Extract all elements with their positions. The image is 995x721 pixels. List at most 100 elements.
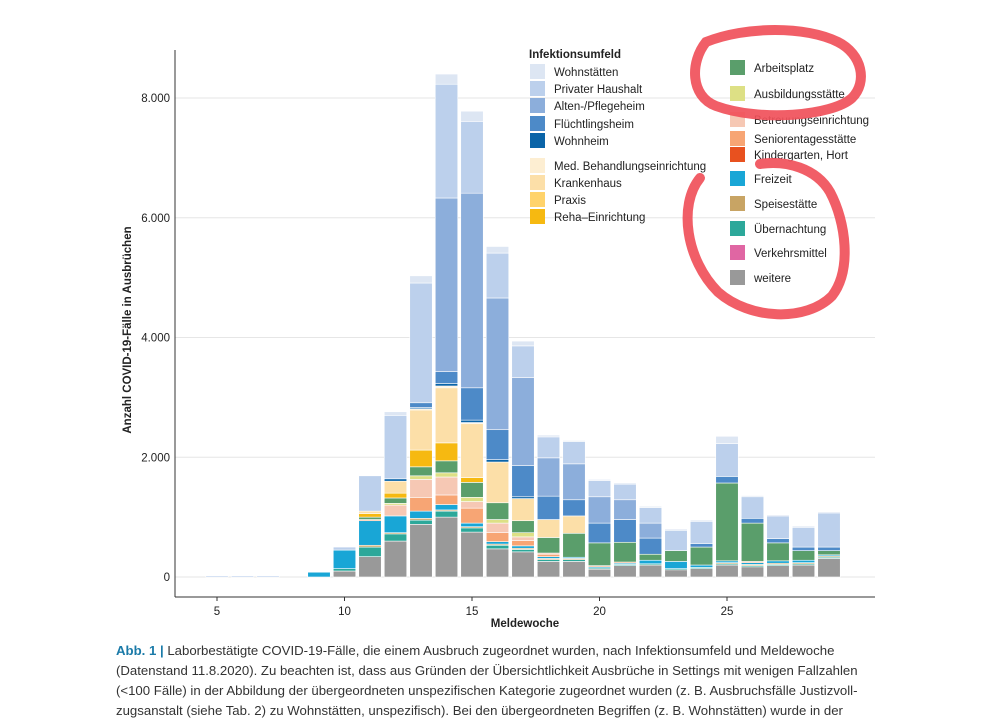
- bar-segment: [511, 551, 535, 578]
- bar-segment: [562, 515, 586, 534]
- bar-segment: [434, 510, 459, 518]
- y-tick-label: 8.000: [141, 93, 170, 105]
- bar-segment: [766, 542, 790, 562]
- bar-segment: [409, 524, 433, 578]
- bar-segment: [434, 472, 459, 478]
- bar-segment: [434, 371, 459, 384]
- bar-segment: [511, 549, 535, 553]
- caption-text: Laborbestätigte COVID-19-Fälle, die eine…: [116, 643, 858, 718]
- legend-swatch: [730, 147, 745, 162]
- legend-swatch: [730, 221, 745, 236]
- bar-segment: [383, 540, 408, 578]
- bar-segment: [434, 504, 459, 511]
- bar-segment: [536, 553, 561, 557]
- bar-segment: [740, 495, 765, 498]
- bar-segment: [409, 510, 433, 519]
- bar-segment: [613, 499, 637, 520]
- bar-segment: [562, 561, 586, 578]
- bar-segment: [332, 546, 357, 551]
- bar-segment: [766, 514, 790, 517]
- legend-swatch: [530, 209, 545, 224]
- bar-segment: [485, 541, 510, 545]
- y-tick-label: 4.000: [141, 333, 170, 345]
- bar-segment: [434, 383, 459, 387]
- bar-segment: [638, 537, 663, 555]
- bar-segment: [434, 387, 459, 444]
- legend-swatch: [530, 98, 545, 113]
- bar-segment: [383, 480, 408, 494]
- bar-segment: [460, 419, 484, 423]
- legend-swatch: [730, 131, 745, 146]
- legend-title: Infektionsumfeld: [529, 49, 621, 61]
- bar-segment: [383, 411, 408, 416]
- bar-segment: [689, 543, 714, 548]
- bar-segment: [766, 538, 790, 544]
- bar-segment: [256, 575, 280, 578]
- bar-segment: [358, 520, 382, 546]
- bar-segment: [485, 532, 510, 542]
- bar-segment: [511, 532, 535, 538]
- bar-segment: [536, 436, 561, 459]
- bar-segment: [383, 497, 408, 504]
- bar-segment: [740, 566, 765, 578]
- legend-label: Wohnheim: [554, 136, 609, 148]
- bar-segment: [536, 495, 561, 520]
- legend-label: Krankenhaus: [554, 178, 622, 190]
- bar-segment: [740, 518, 765, 524]
- bar-segment: [460, 192, 484, 389]
- bar-segment: [460, 121, 484, 194]
- bar-segment: [664, 528, 688, 531]
- bar-segment: [358, 513, 382, 518]
- bar-segment: [383, 492, 408, 499]
- bar-segment: [205, 575, 229, 578]
- bar-segment: [689, 568, 714, 578]
- bar-segment: [460, 527, 484, 533]
- bar-segment: [460, 110, 484, 122]
- bar-segment: [409, 282, 433, 404]
- bar-segment: [460, 423, 484, 478]
- bar-segment: [383, 504, 408, 517]
- bar-segment: [434, 73, 459, 85]
- bar-segment: [817, 558, 841, 578]
- legend-label: Praxis: [554, 195, 586, 207]
- bar-segment: [511, 377, 535, 466]
- bar-segment: [613, 482, 637, 485]
- bar-segment: [587, 522, 612, 544]
- bar-segment: [638, 506, 663, 508]
- legend-label: Freizeit: [754, 174, 793, 186]
- bar-segment: [434, 516, 459, 578]
- bar-segment: [460, 501, 484, 509]
- legend-label: Verkehrsmittel: [754, 248, 827, 260]
- bar-segment: [434, 442, 459, 462]
- bar-segment: [485, 459, 510, 463]
- bar-segment: [587, 568, 612, 578]
- bar-segment: [536, 561, 561, 578]
- legend-label: Arbeitsplatz: [754, 63, 814, 75]
- bar-segment: [740, 522, 765, 562]
- bar-segment: [587, 542, 612, 566]
- legend-label: Med. Behandlungseinrichtung: [554, 161, 706, 173]
- bar-segment: [791, 550, 816, 561]
- y-tick-label: 6.000: [141, 213, 170, 225]
- bar-segment: [511, 520, 535, 533]
- bar-segment: [409, 519, 433, 525]
- bar-segment: [460, 522, 484, 528]
- legend-label: Übernachtung: [754, 224, 826, 236]
- bar-segment: [715, 564, 739, 578]
- bar-segment: [638, 522, 663, 539]
- bar-segment: [383, 478, 408, 482]
- bar-segment: [485, 297, 510, 431]
- x-tick-label: 5: [214, 606, 220, 618]
- bar-segment: [358, 556, 382, 578]
- bar-segment: [409, 402, 433, 408]
- bar-segment: [587, 479, 612, 481]
- bar-segment: [638, 553, 663, 561]
- legend-label: Reha–Einrichtung: [554, 212, 645, 224]
- stacked-bars: [205, 73, 841, 578]
- bar-segment: [409, 475, 433, 480]
- bar-segment: [358, 510, 382, 514]
- bar-segment: [485, 548, 510, 578]
- bar-segment: [817, 546, 841, 551]
- bar-segment: [791, 527, 816, 548]
